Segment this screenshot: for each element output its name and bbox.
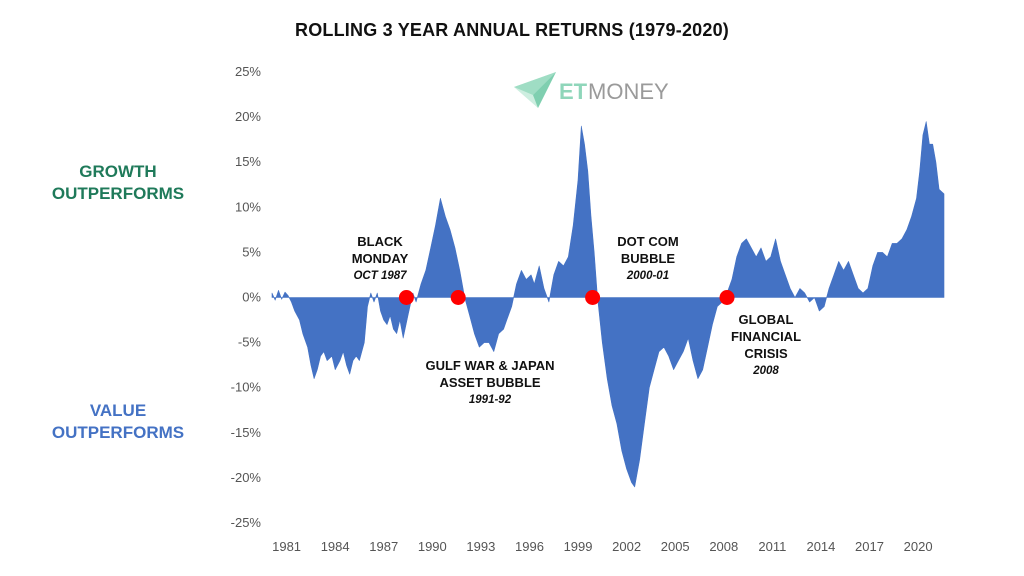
y-tick-label: -20% bbox=[231, 470, 262, 485]
annotation-date: OCT 1987 bbox=[353, 270, 407, 282]
annotation-title: FINANCIAL bbox=[731, 329, 801, 344]
x-tick-label: 2011 bbox=[758, 539, 786, 554]
y-tick-label: 5% bbox=[242, 244, 261, 259]
y-tick-label: 15% bbox=[235, 154, 261, 169]
paper-plane-icon bbox=[514, 72, 556, 108]
event-marker bbox=[585, 290, 601, 305]
y-tick-label: -10% bbox=[231, 380, 262, 395]
annotations: BLACK MONDAY OCT 1987 GULF WAR & JAPAN ASSET… bbox=[352, 234, 801, 406]
x-tick-label: 1981 bbox=[272, 539, 301, 554]
series-area bbox=[271, 121, 945, 488]
annotation-title: MONDAY bbox=[352, 251, 409, 266]
series-layer bbox=[271, 121, 945, 488]
value-outperforms-label: VALUE OUTPERFORMS bbox=[30, 400, 206, 444]
growth-label-line-2: OUTPERFORMS bbox=[51, 184, 185, 203]
annotation-title: CRISIS bbox=[744, 346, 788, 361]
growth-outperforms-label: GROWTH OUTPERFORMS bbox=[30, 161, 206, 205]
x-tick-label: 2014 bbox=[806, 539, 835, 554]
annotation-title: DOT COM bbox=[617, 234, 678, 249]
x-tick-label: 1984 bbox=[321, 539, 350, 554]
y-tick-label: 0% bbox=[242, 290, 261, 305]
x-tick-label: 2005 bbox=[661, 539, 690, 554]
x-tick-label: 1996 bbox=[515, 539, 544, 554]
y-axis: 25% 20% 15% 10% 5% 0% -5% -10% -15% -20% -25% bbox=[231, 64, 262, 530]
x-tick-label: 1993 bbox=[466, 539, 495, 554]
annotation-title: BLACK bbox=[357, 234, 403, 249]
chart-title: ROLLING 3 YEAR ANNUAL RETURNS (1979-2020… bbox=[295, 20, 729, 40]
y-tick-label: -15% bbox=[231, 425, 262, 440]
annotation-title: BUBBLE bbox=[621, 251, 675, 266]
value-label-line-1: VALUE bbox=[89, 401, 147, 420]
value-label-line-2: OUTPERFORMS bbox=[51, 423, 185, 442]
event-marker bbox=[398, 290, 414, 305]
logo-et-text: ET bbox=[559, 79, 588, 104]
x-tick-label: 1987 bbox=[369, 539, 398, 554]
x-tick-label: 1990 bbox=[418, 539, 447, 554]
x-tick-label: 1999 bbox=[564, 539, 593, 554]
event-marker bbox=[719, 290, 735, 305]
growth-label-line-1: GROWTH bbox=[79, 162, 157, 181]
annotation-title: GULF WAR & JAPAN bbox=[425, 358, 554, 373]
annotation-title: ASSET BUBBLE bbox=[439, 375, 540, 390]
y-tick-label: 20% bbox=[235, 109, 261, 124]
event-marker bbox=[450, 290, 466, 305]
y-tick-label: 10% bbox=[235, 199, 261, 214]
x-tick-label: 2020 bbox=[904, 539, 933, 554]
x-tick-label: 2017 bbox=[855, 539, 884, 554]
x-tick-label: 2002 bbox=[612, 539, 641, 554]
annotation-title: GLOBAL bbox=[739, 312, 794, 327]
y-tick-label: -25% bbox=[231, 515, 262, 530]
annotation-date: 1991-92 bbox=[469, 394, 512, 406]
logo-money-text: MONEY bbox=[588, 79, 669, 104]
annotation-date: 2000-01 bbox=[626, 270, 669, 282]
y-tick-label: 25% bbox=[235, 64, 261, 79]
etmoney-logo: ET MONEY bbox=[514, 72, 669, 108]
annotation-date: 2008 bbox=[752, 365, 779, 377]
y-tick-label: -5% bbox=[238, 335, 262, 350]
x-tick-label: 2008 bbox=[709, 539, 738, 554]
x-axis: 1981 1984 1987 1990 1993 1996 1999 2002 2005 2008… bbox=[272, 539, 932, 554]
